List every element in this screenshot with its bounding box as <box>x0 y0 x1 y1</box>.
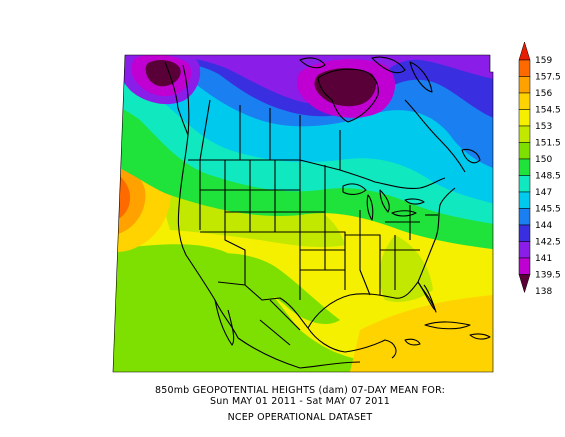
colorbar-tick-label: 147 <box>535 188 552 198</box>
colorbar-segment <box>518 59 531 77</box>
colorbar-tick-label: 154.5 <box>535 106 561 116</box>
colorbar-segment <box>518 224 531 242</box>
colorbar-segment <box>518 241 531 259</box>
colorbar-tick-label: 145.5 <box>535 205 561 215</box>
colorbar: 159 157.5 156 154.5 153 151.5 150 148.5 147 145.5… <box>518 41 561 297</box>
caption-dataset: NCEP OPERATIONAL DATASET <box>227 412 373 423</box>
colorbar-tick-label: 141 <box>535 254 552 264</box>
colorbar-tick-label: 151.5 <box>535 139 561 149</box>
colorbar-tick-label: 157.5 <box>535 73 561 83</box>
colorbar-tick-label: 148.5 <box>535 172 561 182</box>
colorbar-tick-label: 139.5 <box>535 271 561 281</box>
colorbar-tick-label: 142.5 <box>535 238 561 248</box>
colorbar-segment <box>518 109 531 127</box>
colorbar-segment <box>518 191 531 209</box>
colorbar-tick-label: 153 <box>535 122 552 132</box>
map-domain-border <box>112 54 494 373</box>
colorbar-tick-label: 156 <box>535 89 552 99</box>
colorbar-segment <box>518 142 531 160</box>
colorbar-segment <box>518 208 531 226</box>
colorbar-segment <box>518 92 531 110</box>
political-boundaries <box>164 56 491 369</box>
colorbar-tick-label: 138 <box>535 287 552 297</box>
colorbar-tick-label: 144 <box>535 221 552 231</box>
colorbar-tick-label: 159 <box>535 56 552 66</box>
colorbar-segment <box>518 257 531 275</box>
colorbar-bottom-arrow <box>518 274 531 294</box>
colorbar-tick-label: 150 <box>535 155 552 165</box>
caption-date-range: Sun MAY 01 2011 - Sat MAY 07 2011 <box>210 396 390 407</box>
caption-title: 850mb GEOPOTENTIAL HEIGHTS (dam) 07-DAY … <box>155 385 445 396</box>
colorbar-segment <box>518 175 531 193</box>
colorbar-segment <box>518 125 531 143</box>
colorbar-top-arrow <box>518 41 531 61</box>
colorbar-segment <box>518 76 531 94</box>
colorbar-segment <box>518 158 531 176</box>
